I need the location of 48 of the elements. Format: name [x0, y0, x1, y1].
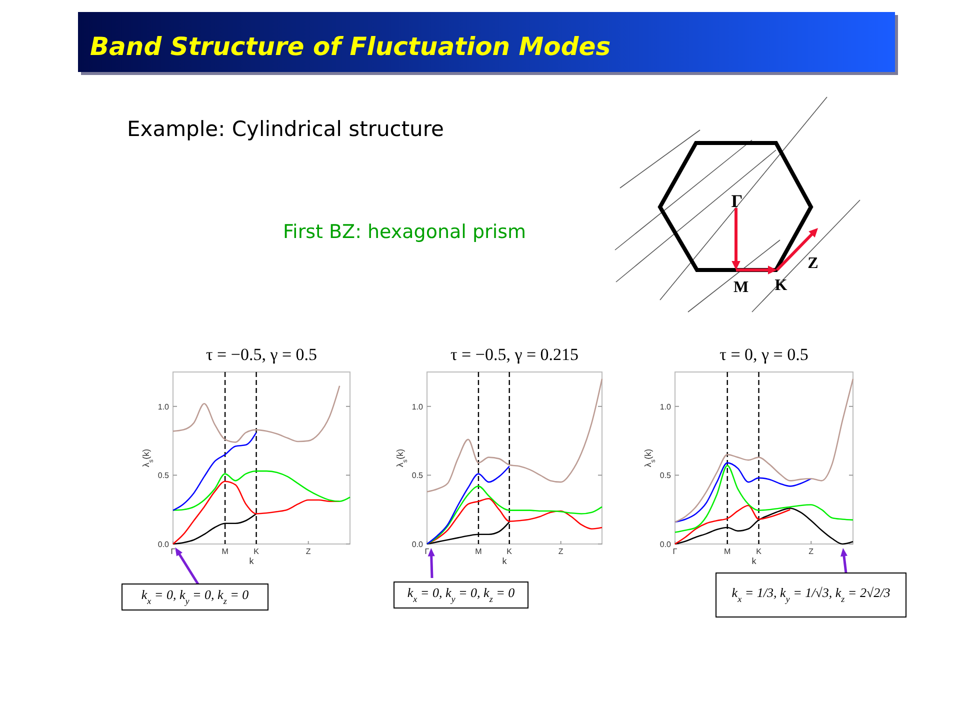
- text: Band Structure of Fluctuation Modes: [90, 32, 611, 61]
- text: K: [774, 277, 788, 294]
- x-tick-label: M: [222, 547, 229, 556]
- line-series: [426, 466, 510, 545]
- y-tick-label: 1.0: [158, 402, 170, 412]
- x-tick-label: Γ: [672, 547, 678, 556]
- line-series: [172, 432, 257, 511]
- line-series: [674, 378, 854, 523]
- y-tick-label: 1.0: [412, 402, 424, 412]
- x-tick-label: Z: [306, 547, 311, 556]
- x-axis-title: k: [752, 556, 757, 566]
- y-tick-label: 0.0: [158, 540, 170, 549]
- y-tick-label: 1.0: [660, 402, 672, 412]
- x-tick-label: M: [724, 547, 732, 556]
- text: M: [733, 279, 749, 296]
- y-tick-label: 0.5: [660, 471, 672, 480]
- line-series: [426, 378, 603, 492]
- line-series: [674, 462, 812, 523]
- line-series: [172, 470, 351, 511]
- x-axis-title: k: [249, 556, 254, 566]
- y-tick-label: 0.0: [412, 540, 424, 549]
- chart-title: τ = −0.5, γ = 0.5: [206, 345, 318, 364]
- line-series: [172, 385, 340, 443]
- line-series: [674, 464, 854, 533]
- text: First BZ: hexagonal prism: [283, 221, 526, 243]
- x-tick-label: Z: [808, 547, 814, 556]
- x-tick-label: K: [756, 547, 762, 556]
- x-axis-title: k: [502, 556, 508, 566]
- line-series: [674, 504, 791, 545]
- y-tick-label: 0.5: [412, 471, 424, 480]
- text: k$_{x}$ = 1/3, k$_{y}$ = 1/√3, k$_{z}$ = 2√2/3: [732, 585, 891, 604]
- chart-title: τ = −0.5, γ = 0.215: [450, 345, 579, 364]
- line-series: [426, 498, 603, 545]
- x-tick-label: M: [475, 547, 482, 556]
- text: Z: [808, 255, 818, 272]
- x-tick-label: Γ: [424, 547, 430, 556]
- x-tick-label: K: [254, 547, 260, 556]
- chart-title: τ = 0, γ = 0.5: [720, 345, 808, 364]
- text: k$_{x}$ = 0, k$_{y}$ = 0, k$_{z}$ = 0: [407, 585, 516, 604]
- x-tick-label: K: [506, 547, 513, 556]
- y-tick-label: 0.5: [158, 471, 170, 480]
- text: Example: Cylindrical structure: [127, 117, 444, 141]
- y-tick-label: 0.0: [660, 540, 672, 549]
- x-tick-label: Γ: [170, 547, 176, 556]
- text: k$_{x}$ = 0, k$_{y}$ = 0, k$_{z}$ = 0: [141, 587, 250, 606]
- x-tick-label: Z: [558, 547, 564, 556]
- text: Γ: [731, 191, 743, 211]
- line-series: [426, 486, 603, 545]
